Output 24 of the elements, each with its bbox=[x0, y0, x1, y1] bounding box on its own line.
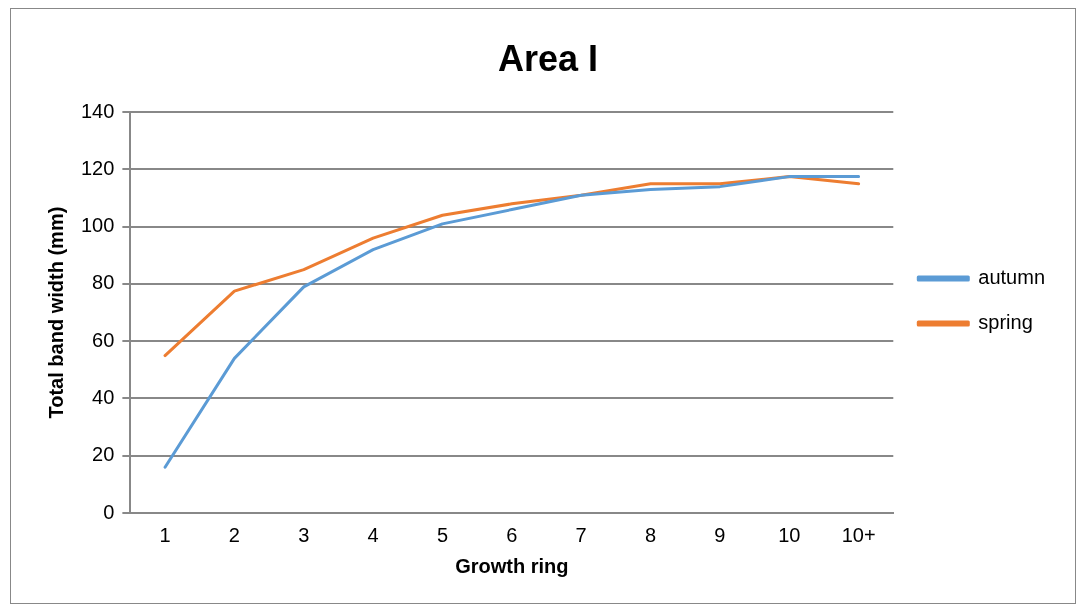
x-tick-label: 9 bbox=[714, 523, 726, 546]
x-tick-label: 7 bbox=[575, 523, 587, 546]
x-tick-label: 8 bbox=[644, 523, 657, 546]
y-tick-label: 40 bbox=[92, 386, 115, 408]
x-tick-label: 10+ bbox=[841, 523, 876, 546]
x-tick-label: 1 bbox=[159, 523, 171, 546]
legend-label: autumn bbox=[978, 266, 1046, 289]
x-tick-label: 2 bbox=[228, 523, 240, 546]
y-axis-title: Total band width (mm) bbox=[44, 206, 67, 419]
x-tick-label: 10 bbox=[778, 523, 801, 546]
y-tick-label: 120 bbox=[80, 156, 115, 179]
y-tick-label: 60 bbox=[92, 328, 115, 351]
y-tick-label: 140 bbox=[80, 99, 115, 122]
y-tick-label: 20 bbox=[92, 443, 115, 466]
x-tick-label: 5 bbox=[436, 523, 449, 546]
y-tick-label: 0 bbox=[103, 500, 115, 523]
legend-label: spring bbox=[978, 311, 1033, 334]
y-tick-label: 80 bbox=[92, 271, 115, 294]
x-tick-label: 3 bbox=[298, 523, 310, 546]
x-tick-label: 6 bbox=[506, 523, 518, 546]
y-tick-label: 100 bbox=[80, 214, 115, 237]
x-tick-label: 4 bbox=[367, 523, 379, 546]
chart-title: Area I bbox=[497, 37, 599, 79]
x-axis-title: Growth ring bbox=[455, 554, 569, 577]
